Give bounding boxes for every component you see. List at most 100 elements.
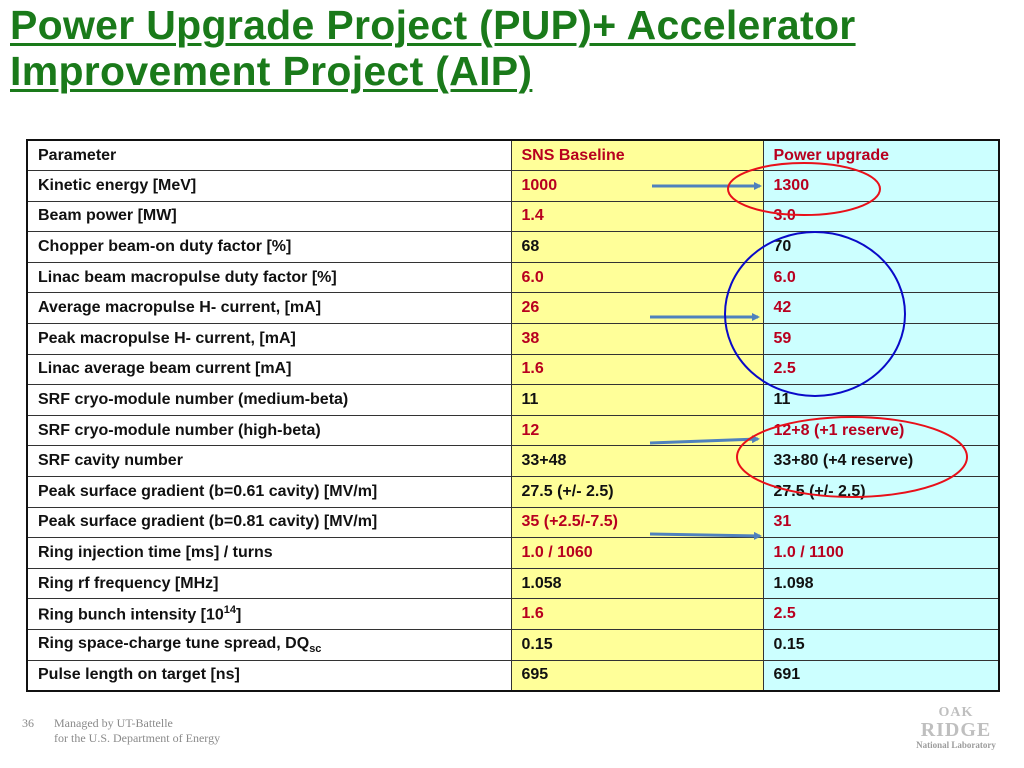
baseline-value: 35 (+2.5/-7.5) bbox=[510, 506, 764, 539]
table-row: Ring bunch intensity [1014] 1.6 2.5 bbox=[26, 598, 1000, 630]
parameter-label: Pulse length on target [ns] bbox=[38, 666, 240, 684]
header-sns-baseline: SNS Baseline bbox=[510, 139, 764, 172]
upgrade-value: 2.5 bbox=[762, 598, 1000, 630]
table-row: SRF cryo-module number (medium-beta) 11 11 bbox=[26, 384, 1000, 416]
baseline-value: 27.5 (+/- 2.5) bbox=[510, 476, 764, 508]
upgrade-value: 6.0 bbox=[762, 261, 1000, 294]
parameter-cell: Peak macropulse H- current, [mA] bbox=[26, 323, 512, 355]
upgrade-value: 3.0 bbox=[762, 200, 1000, 233]
upgrade-value: 31 bbox=[762, 506, 1000, 539]
parameter-cell: Chopper beam-on duty factor [%] bbox=[26, 231, 512, 263]
header-power-upgrade: Power upgrade bbox=[762, 139, 1000, 172]
parameter-cell: Ring rf frequency [MHz] bbox=[26, 567, 512, 600]
parameter-label-tail: ] bbox=[236, 606, 242, 624]
footer-text: Managed by UT-Battelle for the U.S. Depar… bbox=[54, 716, 220, 746]
baseline-value: 26 bbox=[510, 292, 764, 325]
baseline-value: 33+48 bbox=[510, 445, 764, 478]
upgrade-value: 1.098 bbox=[762, 567, 1000, 600]
slide-title: Power Upgrade Project (PUP)+ Accelerator… bbox=[10, 2, 856, 94]
page-number: 36 bbox=[22, 716, 34, 730]
parameter-cell: Peak surface gradient (b=0.81 cavity) [M… bbox=[26, 506, 512, 539]
table-row: Ring injection time [ms] / turns 1.0 / 10… bbox=[26, 537, 1000, 569]
parameter-cell: SRF cavity number bbox=[26, 445, 512, 478]
oak-ridge-logo: OAK RIDGE National Laboratory bbox=[908, 706, 1004, 754]
upgrade-value: 59 bbox=[762, 323, 1000, 355]
table-row: SRF cavity number 33+48 33+80 (+4 reserve) bbox=[26, 445, 1000, 478]
upgrade-value: 11 bbox=[762, 384, 1000, 416]
parameter-cell: Linac average beam current [mA] bbox=[26, 353, 512, 386]
baseline-value: 1.4 bbox=[510, 200, 764, 233]
parameter-label: Ring injection time [ms] / turns bbox=[38, 544, 273, 562]
baseline-value: 1.058 bbox=[510, 567, 764, 600]
parameter-label: Ring bunch intensity [10 bbox=[38, 606, 224, 624]
table-row: Chopper beam-on duty factor [%] 68 70 bbox=[26, 231, 1000, 263]
table-row: Beam power [MW] 1.4 3.0 bbox=[26, 200, 1000, 233]
parameter-cell: Pulse length on target [ns] bbox=[26, 659, 512, 692]
parameter-superscript: 14 bbox=[223, 604, 237, 617]
baseline-value: 0.15 bbox=[510, 629, 764, 661]
baseline-value: 11 bbox=[510, 384, 764, 416]
parameter-label: Kinetic energy [MeV] bbox=[38, 176, 197, 194]
table-row: Average macropulse H- current, [mA] 26 42 bbox=[26, 292, 1000, 325]
logo-line-1: OAK bbox=[938, 705, 974, 720]
parameter-label: Linac average beam current [mA] bbox=[38, 360, 292, 378]
header-parameter: Parameter bbox=[26, 139, 512, 172]
baseline-value: 12 bbox=[510, 414, 764, 447]
parameter-label: SRF cavity number bbox=[38, 452, 183, 470]
parameter-cell: Kinetic energy [MeV] bbox=[26, 170, 512, 202]
table-row: Peak surface gradient (b=0.81 cavity) [M… bbox=[26, 506, 1000, 539]
parameter-cell: Ring bunch intensity [1014] bbox=[26, 598, 512, 630]
upgrade-value: 42 bbox=[762, 292, 1000, 325]
baseline-value: 68 bbox=[510, 231, 764, 263]
upgrade-value: 70 bbox=[762, 231, 1000, 263]
parameter-cell: Ring space-charge tune spread, DQsc bbox=[26, 629, 512, 661]
baseline-value: 1.6 bbox=[510, 598, 764, 630]
baseline-value: 1.0 / 1060 bbox=[510, 537, 764, 569]
parameter-label: Peak macropulse H- current, [mA] bbox=[38, 329, 296, 347]
parameter-cell: SRF cryo-module number (high-beta) bbox=[26, 414, 512, 447]
parameter-label: Chopper beam-on duty factor [%] bbox=[38, 238, 292, 256]
upgrade-value: 12+8 (+1 reserve) bbox=[762, 414, 1000, 447]
footer-line-2: for the U.S. Department of Energy bbox=[54, 731, 221, 745]
upgrade-value: 33+80 (+4 reserve) bbox=[762, 445, 1000, 478]
parameter-table: Parameter SNS Baseline Power upgrade Kin… bbox=[26, 139, 1000, 692]
parameter-cell: Average macropulse H- current, [mA] bbox=[26, 292, 512, 325]
table-row: Ring space-charge tune spread, DQsc 0.15 0… bbox=[26, 629, 1000, 661]
parameter-table-body: Parameter SNS Baseline Power upgrade Kin… bbox=[26, 139, 1000, 692]
footer: 36 Managed by UT-Battelle for the U.S. Dep… bbox=[22, 716, 220, 746]
footer-line-1: Managed by UT-Battelle bbox=[54, 716, 173, 730]
table-row: SRF cryo-module number (high-beta) 12 12+8… bbox=[26, 414, 1000, 447]
table-row: Linac beam macropulse duty factor [%] 6.0… bbox=[26, 261, 1000, 294]
upgrade-value: 1.0 / 1100 bbox=[762, 537, 1000, 569]
parameter-cell: Ring injection time [ms] / turns bbox=[26, 537, 512, 569]
table-row: Kinetic energy [MeV] 1000 1300 bbox=[26, 170, 1000, 202]
parameter-label: Linac beam macropulse duty factor [%] bbox=[38, 268, 337, 286]
table-row: Pulse length on target [ns] 695 691 bbox=[26, 659, 1000, 692]
parameter-label: Peak surface gradient (b=0.61 cavity) [M… bbox=[38, 482, 378, 500]
parameter-label: SRF cryo-module number (medium-beta) bbox=[38, 391, 349, 409]
table-row: Ring rf frequency [MHz] 1.058 1.098 bbox=[26, 567, 1000, 600]
table-row: Peak macropulse H- current, [mA] 38 59 bbox=[26, 323, 1000, 355]
parameter-label: Beam power [MW] bbox=[38, 207, 177, 225]
baseline-value: 6.0 bbox=[510, 261, 764, 294]
upgrade-value: 2.5 bbox=[762, 353, 1000, 386]
upgrade-value: 1300 bbox=[762, 170, 1000, 202]
parameter-label: Average macropulse H- current, [mA] bbox=[38, 299, 322, 317]
table-header-row: Parameter SNS Baseline Power upgrade bbox=[26, 139, 1000, 172]
parameter-label: Ring space-charge tune spread, DQ bbox=[38, 634, 310, 652]
parameter-label: Peak surface gradient (b=0.81 cavity) [M… bbox=[38, 513, 378, 531]
parameter-cell: Linac beam macropulse duty factor [%] bbox=[26, 261, 512, 294]
table-row: Peak surface gradient (b=0.61 cavity) [M… bbox=[26, 476, 1000, 508]
table-row: Linac average beam current [mA] 1.6 2.5 bbox=[26, 353, 1000, 386]
parameter-cell: Beam power [MW] bbox=[26, 200, 512, 233]
upgrade-value: 0.15 bbox=[762, 629, 1000, 661]
parameter-cell: Peak surface gradient (b=0.61 cavity) [M… bbox=[26, 476, 512, 508]
baseline-value: 38 bbox=[510, 323, 764, 355]
parameter-table-container: Parameter SNS Baseline Power upgrade Kin… bbox=[26, 139, 1000, 692]
logo-line-3: National Laboratory bbox=[916, 740, 996, 750]
parameter-label: Ring rf frequency [MHz] bbox=[38, 574, 219, 592]
parameter-label: SRF cryo-module number (high-beta) bbox=[38, 421, 321, 439]
logo-line-2: RIDGE bbox=[920, 719, 992, 741]
upgrade-value: 27.5 (+/- 2.5) bbox=[762, 476, 1000, 508]
upgrade-value: 691 bbox=[762, 659, 1000, 692]
